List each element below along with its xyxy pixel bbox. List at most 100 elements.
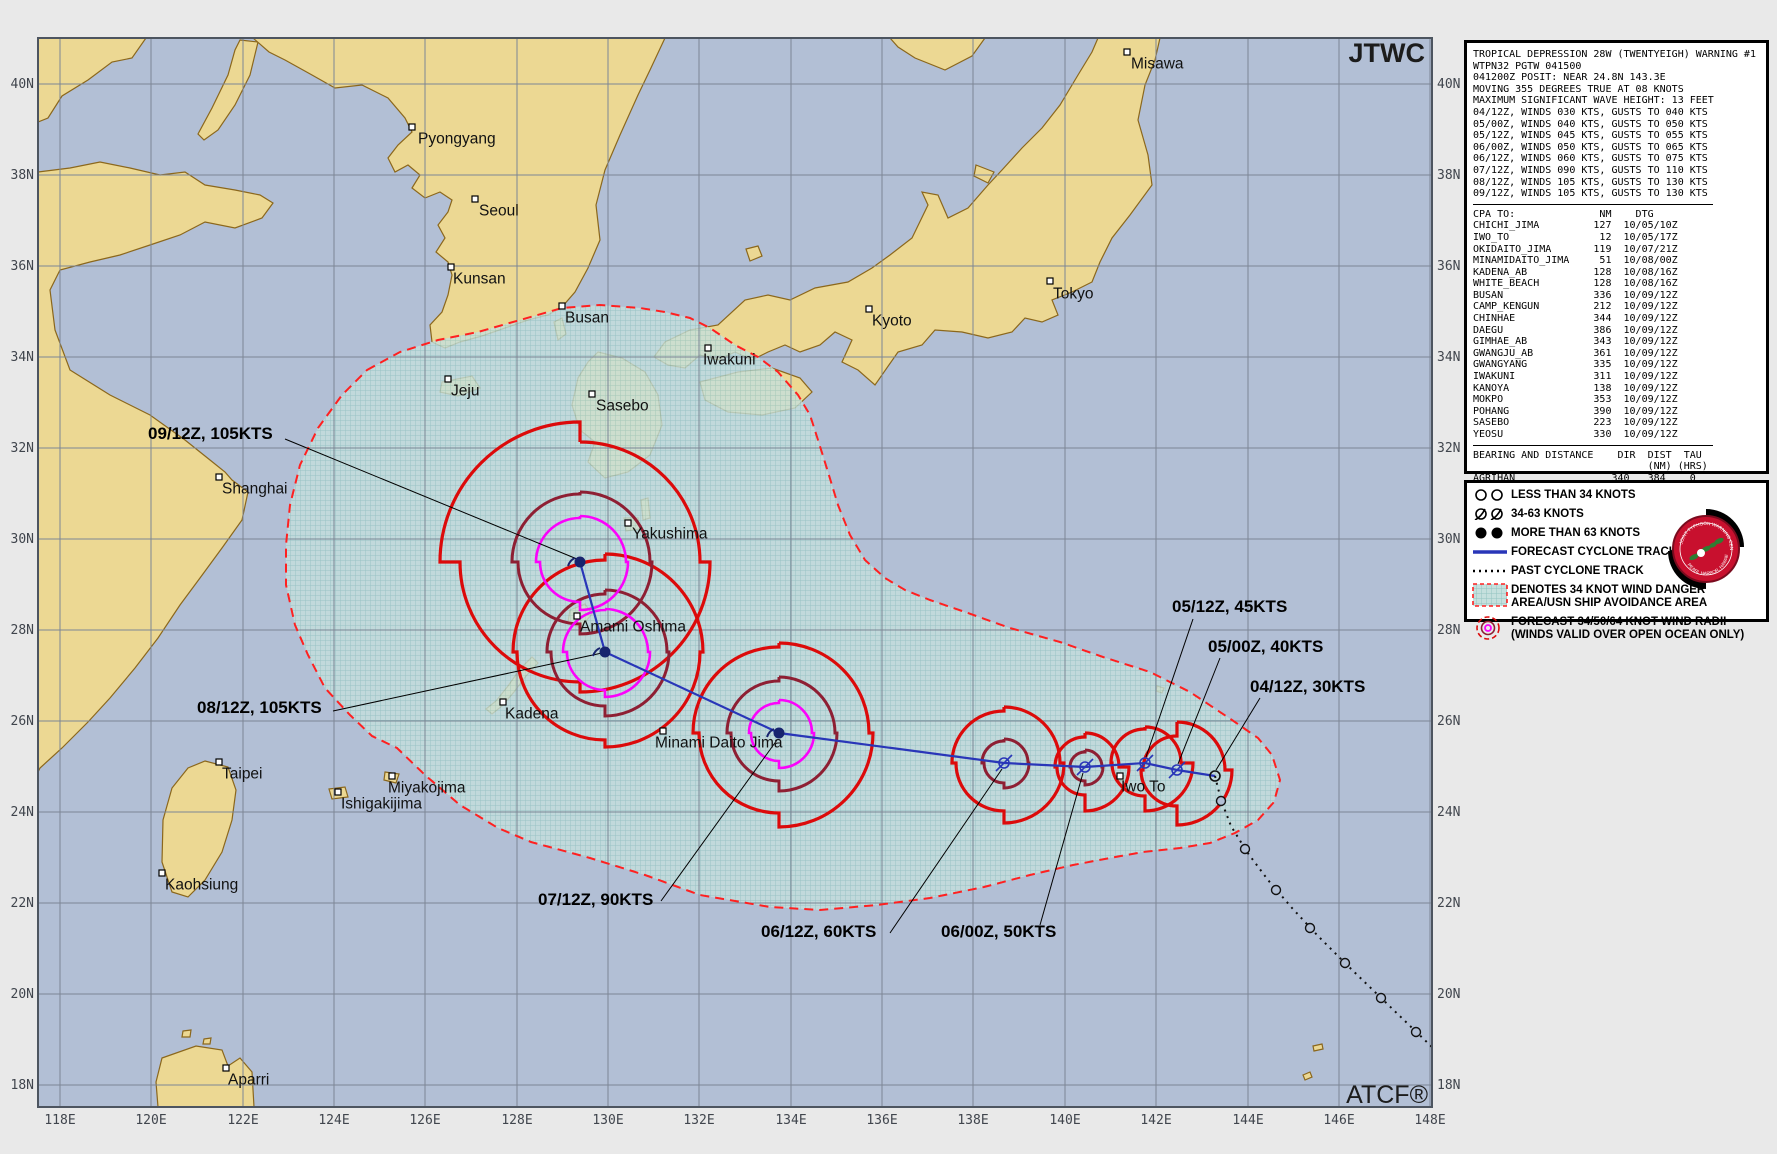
legend-icon-cell	[1471, 615, 1511, 646]
radius-50kt	[545, 588, 671, 718]
city-marker	[704, 344, 712, 352]
legend-label: FORECAST CYCLONE TRACK	[1511, 545, 1677, 559]
warning-line: 05/12Z, WINDS 045 KTS, GUSTS TO 055 KTS	[1473, 130, 1708, 142]
longitude-label: 120E	[135, 1113, 166, 1128]
city-label: Tokyo	[1053, 285, 1094, 302]
legend-icon-cell	[1471, 583, 1511, 614]
warning-line: TROPICAL DEPRESSION 28W (TWENTYEIGH) WAR…	[1473, 49, 1756, 60]
past-track-line	[1214, 775, 1433, 1048]
city-label: Minami Daito Jima	[655, 734, 783, 751]
land-polygon	[1302, 1071, 1313, 1081]
land-polygon	[37, 161, 274, 773]
warning-line: WTPN32 PGTW 041500	[1473, 60, 1582, 72]
longitude-label: 138E	[957, 1113, 988, 1128]
city-marker	[558, 302, 566, 310]
tropical-storm-marker	[998, 757, 1010, 769]
cpa-row: CAMP_KENGUN 212 10/09/12Z	[1473, 301, 1678, 313]
city-label: Pyongyang	[418, 130, 496, 147]
cpa-table: CPA TO: NM DTG CHICHI_JIMA 127 10/05/10Z I…	[1473, 209, 1760, 441]
logo-islands	[1709, 542, 1717, 548]
cpa-row: YEOSU 330 10/09/12Z	[1473, 429, 1678, 440]
latitude-label-left: 30N	[11, 532, 34, 547]
latitude-label-left: 24N	[11, 805, 34, 820]
longitude-label: 144E	[1232, 1113, 1263, 1128]
land-polygon	[653, 37, 1161, 386]
latitude-label-right: 20N	[1437, 987, 1460, 1002]
past-position-circle	[1375, 992, 1387, 1004]
wind-danger-area-fill	[286, 305, 1280, 910]
tropical-storm-marker	[1171, 764, 1183, 776]
track-point-label: 05/00Z, 40KTS	[1208, 637, 1323, 656]
city-marker	[499, 698, 507, 706]
latitude-label-right: 40N	[1437, 77, 1460, 92]
latitude-label-right: 24N	[1437, 805, 1460, 820]
panel-separator	[1473, 203, 1713, 205]
city-label: Sasebo	[596, 397, 649, 414]
city-label: Kunsan	[453, 270, 506, 287]
radius-50kt	[1068, 748, 1105, 787]
tropical-storm-marker	[1168, 761, 1186, 779]
warning-line: 05/00Z, WINDS 040 KTS, GUSTS TO 050 KTS	[1473, 118, 1708, 130]
ts-symbols-icon	[1490, 508, 1502, 521]
legend-label-line: (WINDS VALID OVER OPEN OCEAN ONLY)	[1511, 629, 1745, 641]
latitude-label-left: 38N	[11, 168, 34, 183]
track-point-label: 06/12Z, 60KTS	[761, 922, 876, 941]
city-marker	[1046, 277, 1054, 285]
latitude-label-left: 20N	[11, 987, 34, 1002]
latitude-label-left: 40N	[11, 77, 34, 92]
longitude-label: 118E	[44, 1113, 75, 1128]
latitude-label-left: 28N	[11, 623, 34, 638]
land-polygon	[37, 37, 148, 123]
legend-icon-cell	[1471, 564, 1511, 582]
city-marker	[865, 305, 873, 313]
legend-label-line: AREA/USN SHIP AVOIDANCE AREA	[1511, 597, 1708, 609]
past-position-circle	[1339, 957, 1351, 969]
bearing-header: BEARING AND DISTANCE DIR DIST TAU	[1473, 449, 1702, 461]
legend-label: FORECAST 34/50/64 KNOT WIND RADII (WINDS …	[1511, 615, 1744, 642]
label-leader-line	[1177, 657, 1221, 765]
city-label: Shanghai	[222, 480, 288, 497]
ts-symbols-icon	[1491, 508, 1503, 520]
typhoon-position-marker	[599, 646, 611, 658]
city-label: Taipei	[222, 765, 263, 782]
city-marker	[215, 758, 223, 766]
ts-symbols-icon	[1474, 508, 1486, 521]
land-polygon	[161, 760, 237, 898]
latitude-label-right: 38N	[1437, 168, 1460, 183]
wind-danger-area-border	[285, 303, 1282, 912]
tropical-storm-marker	[1136, 754, 1154, 772]
ts-symbols-icon	[1475, 508, 1487, 520]
past-position-circle	[1270, 884, 1282, 896]
legend-label-line: LESS THAN 34 KNOTS	[1511, 489, 1636, 501]
city-label: Jeju	[451, 382, 479, 399]
danger-swatch-icon	[1472, 583, 1508, 607]
track-point-label: 04/12Z, 30KTS	[1250, 677, 1365, 696]
warning-line: 07/12Z, WINDS 090 KTS, GUSTS TO 110 KTS	[1473, 164, 1708, 176]
legend-rows: LESS THAN 34 KNOTS 34-63 KNOTS MORE THAN 6…	[1471, 488, 1762, 646]
bearing-units: (NM) (HRS)	[1473, 461, 1708, 473]
cpa-row: BUSAN 336 10/09/12Z	[1473, 289, 1678, 301]
land-polygon	[745, 245, 763, 262]
legend-icon-cell	[1471, 507, 1511, 525]
latitude-label-right: 30N	[1437, 532, 1460, 547]
longitude-label: 136E	[866, 1113, 897, 1128]
typhoon-position-marker	[567, 557, 576, 567]
city-marker	[444, 375, 452, 383]
logo-islands	[1714, 537, 1724, 545]
land-polygon	[1312, 1043, 1324, 1052]
longitude-label: 122E	[227, 1113, 258, 1128]
longitude-label: 142E	[1140, 1113, 1171, 1128]
city-marker	[447, 263, 455, 271]
warning-text-block: TROPICAL DEPRESSION 28W (TWENTYEIGH) WAR…	[1473, 49, 1760, 200]
radii-rings-icon	[1476, 616, 1500, 640]
city-label: Iwo To	[1121, 778, 1166, 795]
city-marker	[588, 390, 596, 398]
longitude-label: 130E	[592, 1113, 623, 1128]
warning-line: 06/12Z, WINDS 060 KTS, GUSTS TO 075 KTS	[1473, 153, 1708, 165]
longitude-label: 128E	[501, 1113, 532, 1128]
track-point-label: 09/12Z, 105KTS	[148, 424, 273, 443]
warning-line: MOVING 355 DEGREES TRUE AT 08 KNOTS	[1473, 83, 1684, 95]
latitude-label-left: 26N	[11, 714, 34, 729]
cpa-header: CPA TO: NM DTG	[1473, 208, 1654, 220]
